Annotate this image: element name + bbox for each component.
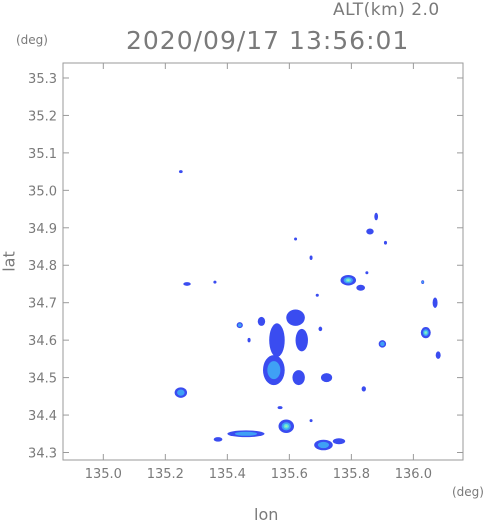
echo-cell bbox=[294, 237, 298, 241]
echo-cell bbox=[292, 370, 305, 386]
echo-cell bbox=[332, 438, 346, 445]
echo-cell bbox=[383, 240, 388, 245]
echo-cell bbox=[320, 373, 333, 383]
echo-cell bbox=[361, 386, 366, 392]
echo-cell bbox=[286, 309, 305, 326]
echo-cell bbox=[309, 419, 313, 423]
echo-cell bbox=[178, 170, 183, 174]
x-tick-label: 135.6 bbox=[271, 467, 308, 482]
x-tick-label: 135.0 bbox=[85, 467, 122, 482]
echo-cell bbox=[366, 228, 374, 235]
echo-core bbox=[421, 280, 424, 284]
y-tick-label: 34.9 bbox=[28, 222, 57, 237]
x-axis-label: lon bbox=[254, 505, 279, 524]
echo-cell bbox=[183, 282, 191, 286]
y-tick-label: 34.5 bbox=[28, 372, 57, 387]
echo-cell bbox=[318, 326, 323, 332]
y-tick-label: 34.7 bbox=[28, 297, 57, 312]
echo-cell bbox=[374, 212, 379, 221]
echo-cell bbox=[315, 293, 319, 297]
plot-border bbox=[62, 62, 464, 461]
x-axis-unit: (deg) bbox=[452, 485, 484, 499]
plot-frame bbox=[62, 62, 464, 461]
y-tick-label: 35.0 bbox=[28, 184, 57, 199]
y-tick-label: 34.4 bbox=[28, 409, 57, 424]
echo-layer bbox=[174, 170, 441, 451]
y-tick-label: 35.2 bbox=[28, 109, 57, 124]
echo-max bbox=[285, 425, 288, 428]
x-tick-label: 135.4 bbox=[209, 467, 246, 482]
echo-cell bbox=[365, 271, 369, 275]
echo-max bbox=[424, 331, 427, 334]
echo-cell bbox=[432, 297, 438, 308]
echo-core bbox=[267, 361, 281, 380]
x-tick-label: 135.8 bbox=[333, 467, 370, 482]
y-axis-unit: (deg) bbox=[16, 33, 48, 47]
echo-cell bbox=[247, 337, 251, 343]
echo-core bbox=[380, 341, 385, 347]
echo-core bbox=[317, 441, 330, 449]
x-tick-label: 136.0 bbox=[395, 467, 432, 482]
x-axis-ticks: 135.0 135.2 135.4 135.6 135.8 136.0 bbox=[85, 63, 432, 482]
y-tick-label: 35.3 bbox=[28, 72, 57, 87]
echo-cell bbox=[295, 328, 308, 352]
echo-cell bbox=[213, 437, 223, 442]
y-axis-ticks: 34.3 34.4 34.5 34.6 34.7 34.8 34.9 35.0 35.1 35.2… bbox=[28, 72, 463, 462]
echo-core bbox=[237, 323, 242, 327]
echo-cell bbox=[269, 323, 285, 358]
echo-cell bbox=[213, 280, 217, 284]
y-tick-label: 34.6 bbox=[28, 334, 57, 349]
x-tick-label: 135.2 bbox=[147, 467, 184, 482]
echo-cell bbox=[309, 255, 313, 261]
echo-cell bbox=[356, 284, 366, 291]
echo-cell bbox=[257, 316, 266, 326]
echo-core bbox=[177, 389, 185, 396]
y-tick-label: 35.1 bbox=[28, 147, 57, 162]
echo-max bbox=[347, 279, 350, 282]
echo-cell bbox=[277, 406, 283, 410]
y-tick-label: 34.8 bbox=[28, 259, 57, 274]
altitude-label: ALT(km) 2.0 bbox=[333, 0, 440, 20]
echo-cell bbox=[435, 351, 441, 359]
y-tick-label: 34.3 bbox=[28, 447, 57, 462]
echo-core bbox=[234, 431, 258, 436]
timestamp-title: 2020/09/17 13:56:01 bbox=[126, 26, 410, 55]
